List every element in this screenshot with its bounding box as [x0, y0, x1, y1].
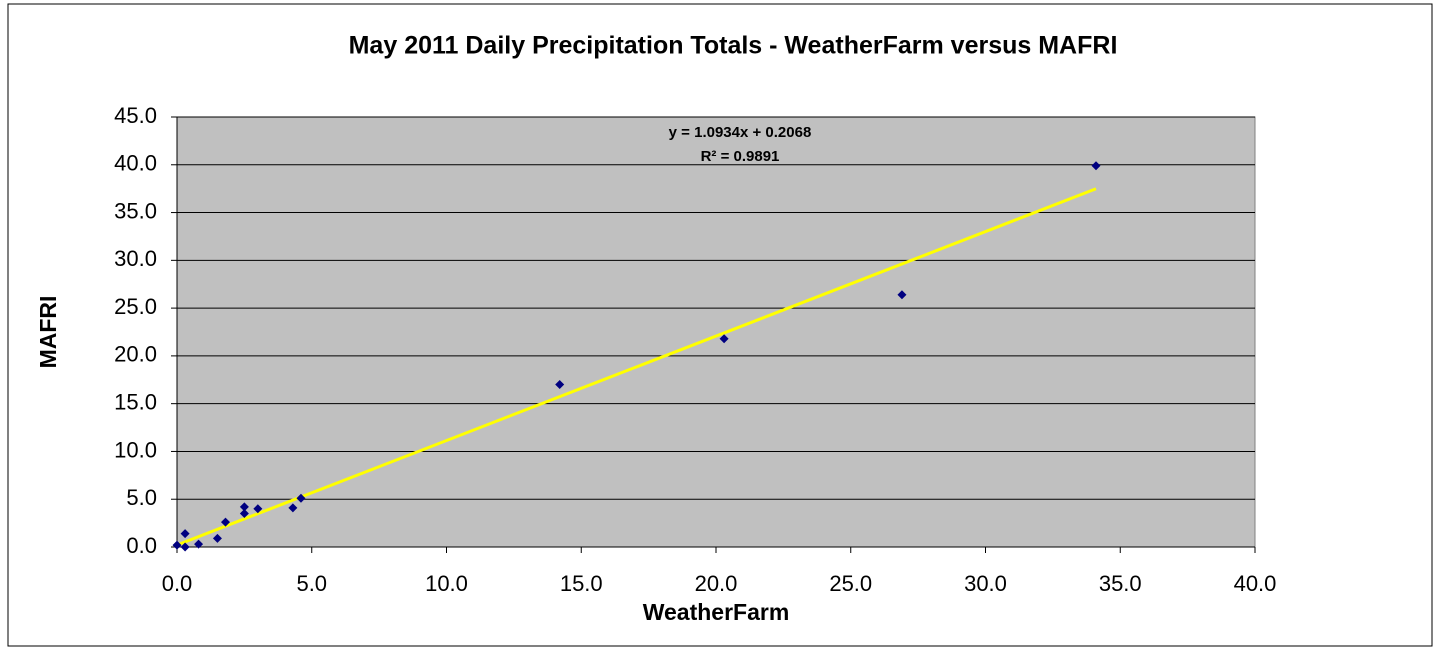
data-point — [180, 529, 190, 539]
x-axis-label: WeatherFarm — [643, 599, 790, 625]
x-tick-label: 15.0 — [560, 571, 603, 596]
data-point — [221, 517, 231, 527]
data-point — [239, 509, 249, 519]
x-tick-label: 35.0 — [1099, 571, 1142, 596]
x-tick-label: 0.0 — [162, 571, 193, 596]
data-point — [296, 493, 306, 503]
y-tick-label: 20.0 — [114, 342, 157, 367]
data-point — [719, 334, 729, 344]
data-point — [288, 503, 298, 513]
data-point — [239, 502, 249, 512]
trendline-r-squared: R² = 0.9891 — [701, 148, 780, 165]
data-point — [172, 540, 182, 550]
x-tick-label: 20.0 — [695, 571, 738, 596]
data-point — [253, 504, 263, 514]
data-point — [180, 542, 190, 552]
x-tick-label: 40.0 — [1234, 571, 1277, 596]
y-tick-label: 35.0 — [114, 198, 157, 223]
chart-title: May 2011 Daily Precipitation Totals - We… — [349, 32, 1118, 60]
y-tick-label: 40.0 — [114, 151, 157, 176]
x-tick-label: 10.0 — [425, 571, 468, 596]
y-tick-label: 0.0 — [126, 533, 157, 558]
data-point — [897, 290, 907, 300]
trendline-equation: y = 1.0934x + 0.2068 — [669, 124, 812, 141]
x-tick-label: 5.0 — [296, 571, 327, 596]
data-point — [194, 539, 204, 549]
data-point — [212, 533, 222, 543]
data-point — [555, 380, 565, 390]
y-tick-label: 15.0 — [114, 389, 157, 414]
y-tick-label: 45.0 — [114, 103, 157, 128]
y-tick-label: 5.0 — [126, 485, 157, 510]
y-axis-label: MAFRI — [35, 296, 61, 369]
y-tick-label: 30.0 — [114, 246, 157, 271]
y-tick-label: 10.0 — [114, 437, 157, 462]
data-point — [1091, 161, 1101, 171]
trendline — [176, 187, 1097, 547]
y-tick-label: 25.0 — [114, 294, 157, 319]
x-tick-label: 25.0 — [829, 571, 872, 596]
x-tick-label: 30.0 — [964, 571, 1007, 596]
